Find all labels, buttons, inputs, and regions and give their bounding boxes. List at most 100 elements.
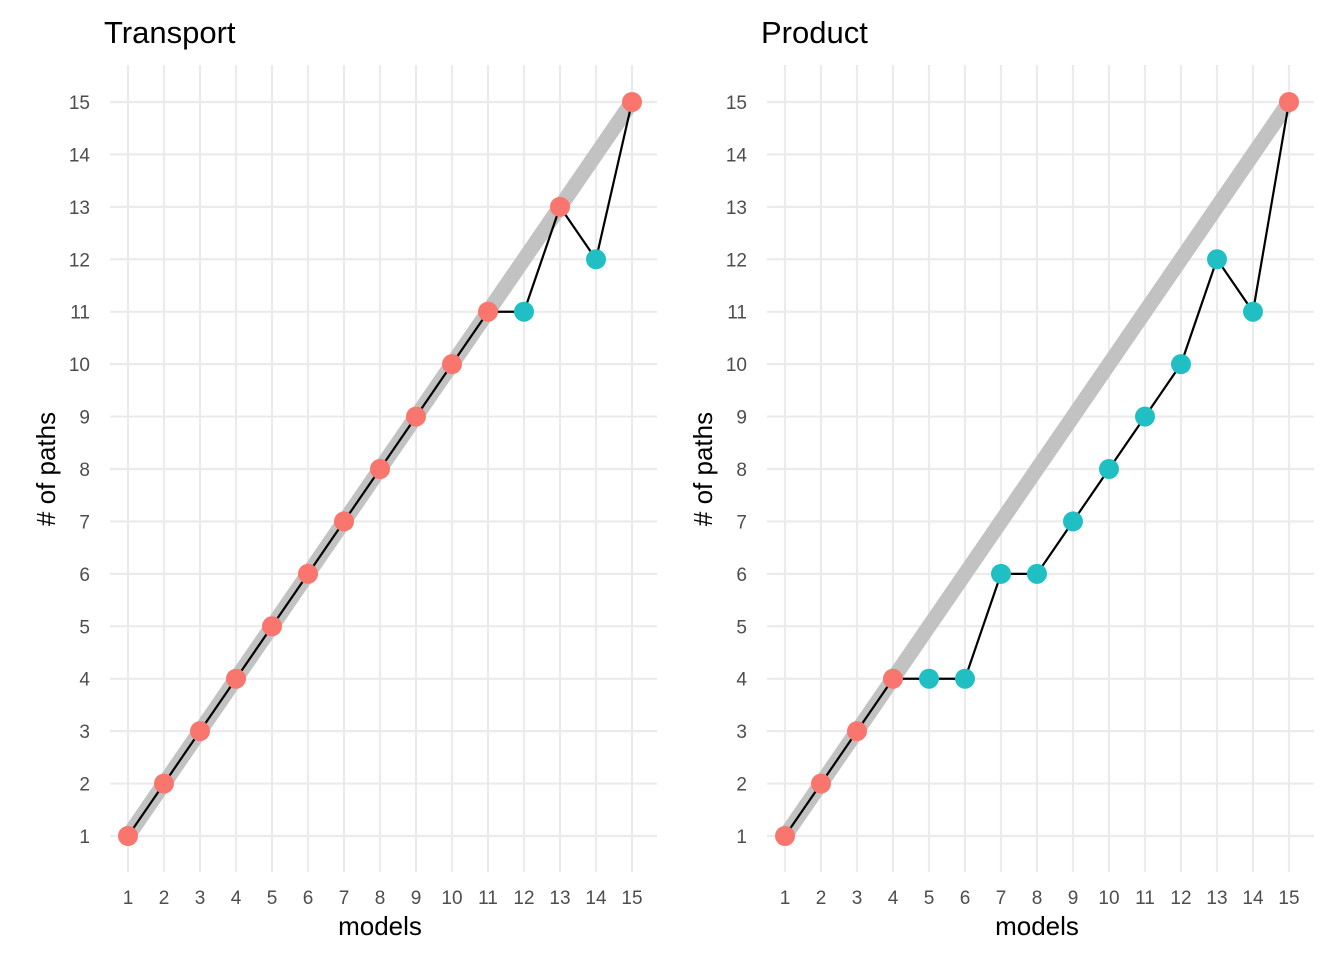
data-point <box>1279 92 1299 112</box>
x-tick-label: 2 <box>816 888 827 909</box>
plot-area: 1 2 3 4 5 6 7 8 9 10 11 12 13 14 151234567891011121314… <box>726 65 1314 909</box>
data-point <box>775 826 795 846</box>
data-point <box>1063 511 1083 532</box>
y-tick-label: 10 <box>726 355 747 376</box>
x-tick-label: 12 <box>513 888 534 909</box>
y-tick-label: 1 <box>736 827 747 848</box>
x-tick-label: 14 <box>1242 888 1264 909</box>
y-tick-label: 7 <box>79 512 90 533</box>
x-tick-label: 3 <box>852 888 863 909</box>
data-point <box>1171 354 1191 375</box>
data-point <box>262 616 282 637</box>
data-point <box>1243 301 1263 322</box>
x-axis-title: models <box>995 911 1079 941</box>
data-point <box>1027 563 1047 584</box>
x-tick-label: 8 <box>1032 888 1043 909</box>
y-tick-label: 6 <box>736 565 747 586</box>
y-tick-label: 12 <box>69 250 90 271</box>
x-tick-label: 5 <box>924 888 935 909</box>
x-tick-label: 9 <box>411 888 422 909</box>
data-point <box>847 721 867 742</box>
data-point <box>991 563 1011 584</box>
x-tick-label: 5 <box>267 888 278 909</box>
x-tick-label: 12 <box>1170 888 1191 909</box>
data-point <box>586 249 606 270</box>
data-point <box>478 301 498 322</box>
y-tick-label: 12 <box>726 250 747 271</box>
x-tick-label: 4 <box>888 888 899 909</box>
y-tick-label: 8 <box>736 460 747 481</box>
data-point <box>1207 249 1227 270</box>
y-axis-title: # of paths <box>688 412 718 526</box>
y-tick-label: 3 <box>736 722 747 743</box>
y-tick-label: 3 <box>79 722 90 743</box>
x-tick-label: 11 <box>478 888 498 909</box>
x-tick-label: 1 <box>123 888 134 909</box>
data-point <box>298 563 318 584</box>
y-tick-label: 14 <box>726 145 748 166</box>
x-tick-label: 15 <box>621 888 642 909</box>
y-tick-label: 15 <box>69 93 90 114</box>
data-point <box>550 196 570 217</box>
panel-title: Product <box>761 15 868 50</box>
y-tick-label: 11 <box>727 303 747 324</box>
x-tick-label: 6 <box>960 888 971 909</box>
y-tick-label: 11 <box>70 303 90 324</box>
y-tick-label: 6 <box>79 565 90 586</box>
data-point <box>514 301 534 322</box>
y-tick-label: 14 <box>69 145 91 166</box>
y-tick-label: 7 <box>736 512 747 533</box>
y-tick-label: 2 <box>736 775 747 796</box>
y-tick-label: 13 <box>69 198 90 219</box>
y-tick-label: 9 <box>79 408 90 429</box>
data-point <box>406 406 426 427</box>
x-tick-label: 13 <box>549 888 570 909</box>
data-point <box>118 826 138 846</box>
x-tick-label: 10 <box>1098 888 1119 909</box>
x-tick-label: 13 <box>1206 888 1227 909</box>
data-point <box>883 668 903 689</box>
data-point <box>154 773 174 794</box>
data-point <box>955 668 975 689</box>
transport-panel: 1 2 3 4 5 6 7 8 9 10 11 12 13 14 151234567891011121314… <box>31 15 657 941</box>
x-tick-label: 2 <box>159 888 170 909</box>
x-tick-label: 11 <box>1135 888 1155 909</box>
x-tick-label: 8 <box>375 888 386 909</box>
y-tick-label: 2 <box>79 775 90 796</box>
x-axis-title: models <box>338 911 422 941</box>
y-tick-label: 13 <box>726 198 747 219</box>
data-point <box>334 511 354 532</box>
x-tick-label: 3 <box>195 888 206 909</box>
data-point <box>190 721 210 742</box>
y-tick-label: 4 <box>79 670 90 691</box>
data-point <box>811 773 831 794</box>
data-point <box>226 668 246 689</box>
x-tick-label: 6 <box>303 888 314 909</box>
y-tick-label: 10 <box>69 355 90 376</box>
data-point <box>919 668 939 689</box>
x-tick-label: 7 <box>996 888 1007 909</box>
y-tick-label: 8 <box>79 460 90 481</box>
product-panel: 1 2 3 4 5 6 7 8 9 10 11 12 13 14 151234567891011121314… <box>688 15 1314 941</box>
x-tick-label: 10 <box>441 888 462 909</box>
x-tick-label: 14 <box>585 888 607 909</box>
x-tick-label: 4 <box>231 888 242 909</box>
y-tick-label: 1 <box>79 827 90 848</box>
y-tick-label: 4 <box>736 670 747 691</box>
data-point <box>370 459 390 479</box>
x-tick-label: 1 <box>780 888 791 909</box>
y-axis-title: # of paths <box>31 412 61 526</box>
y-tick-label: 5 <box>79 617 90 638</box>
y-tick-label: 9 <box>736 408 747 429</box>
y-tick-label: 15 <box>726 93 747 114</box>
panel-title: Transport <box>104 15 236 50</box>
data-point <box>1135 406 1155 427</box>
x-tick-label: 9 <box>1068 888 1079 909</box>
data-point <box>442 354 462 375</box>
data-point <box>622 92 642 112</box>
y-tick-label: 5 <box>736 617 747 638</box>
x-tick-label: 15 <box>1278 888 1299 909</box>
plot-area: 1 2 3 4 5 6 7 8 9 10 11 12 13 14 151234567891011121314… <box>69 65 657 909</box>
x-tick-label: 7 <box>339 888 350 909</box>
